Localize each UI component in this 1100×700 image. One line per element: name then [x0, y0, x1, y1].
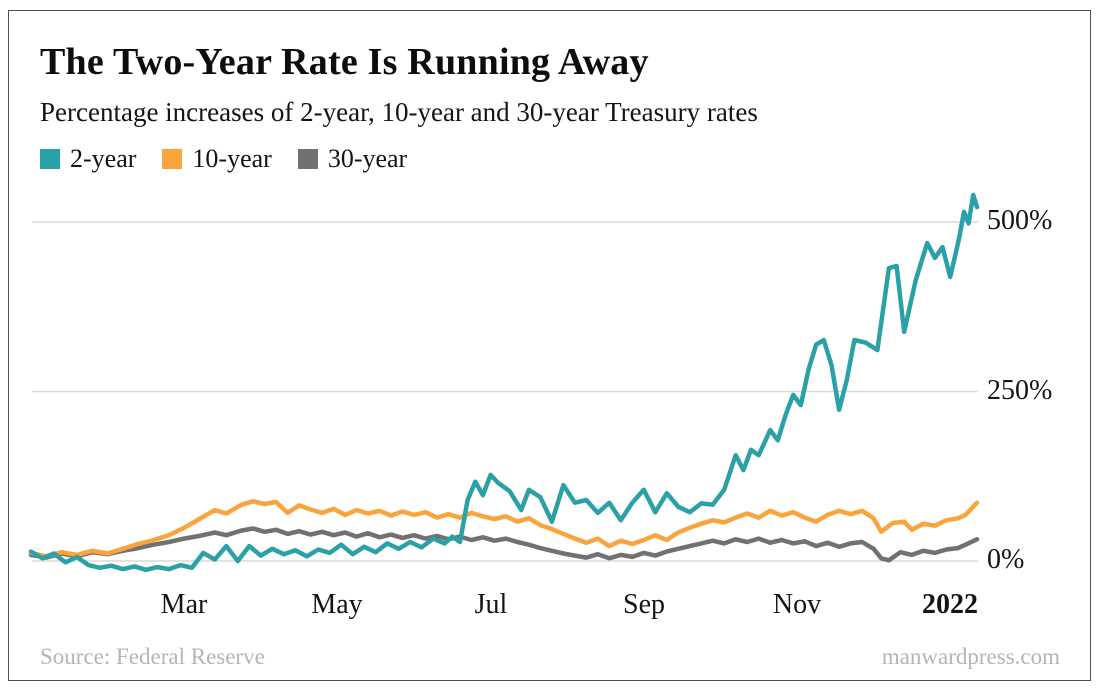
chart-subtitle: Percentage increases of 2-year, 10-year … [40, 97, 758, 127]
legend: 2-year 10-year 30-year [40, 144, 433, 174]
y-tick-500%: 500% [987, 205, 1053, 236]
legend-item-2-year: 2-year [40, 144, 136, 174]
chart-title: The Two-Year Rate Is Running Away [40, 41, 649, 83]
x-tick-Sep: Sep [623, 589, 665, 620]
site-credit: manwardpress.com [881, 644, 1060, 669]
source-note: Source: Federal Reserve [40, 644, 265, 669]
x-tick-Nov: Nov [772, 589, 822, 620]
legend-item-30-year: 30-year [297, 144, 408, 174]
y-tick-0%: 0% [987, 544, 1025, 575]
y-tick-250%: 250% [987, 374, 1053, 406]
legend-swatch-10-year [162, 149, 183, 169]
legend-label-10-year: 10-year [192, 144, 272, 173]
x-tick-Mar: Mar [160, 589, 208, 620]
x-tick-2022: 2022 [922, 589, 978, 620]
legend-item-10-year: 10-year [162, 144, 272, 174]
legend-label-30-year: 30-year [327, 144, 408, 173]
legend-swatch-2-year [40, 149, 60, 169]
x-tick-May: May [311, 589, 363, 620]
legend-swatch-30-year [297, 149, 318, 169]
x-tick-Jul: Jul [474, 589, 508, 620]
legend-label-2-year: 2-year [70, 144, 137, 173]
